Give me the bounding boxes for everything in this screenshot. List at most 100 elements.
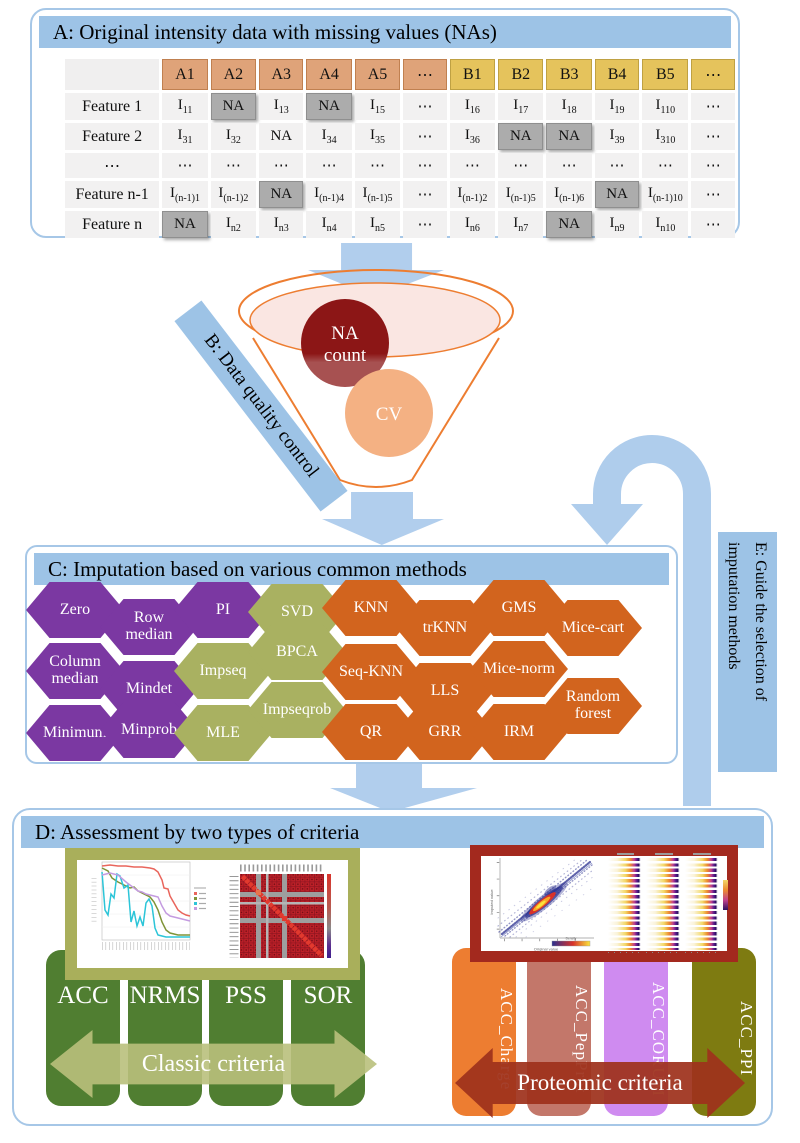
table-cell: I(n-1)2 bbox=[210, 181, 257, 208]
table-cell: I(n-1)1 bbox=[162, 181, 208, 208]
table-cell: ⋯ bbox=[642, 153, 689, 178]
table-cell: I18 bbox=[546, 93, 592, 120]
hexagon-label: PI bbox=[215, 600, 231, 618]
feedback-arrow-e bbox=[571, 435, 711, 806]
table-cell: ⋯ bbox=[354, 153, 401, 178]
table-cell: ⋯ bbox=[691, 211, 735, 238]
table-cell: I19 bbox=[594, 93, 640, 120]
table-row: Feature 2 I31 I32 NA I34 I35 ⋯ I36 NA NA I39 I310 ⋯ bbox=[65, 123, 735, 150]
table-cell: A1 bbox=[162, 59, 208, 90]
ridge-legend bbox=[722, 880, 728, 910]
hexagon-layer: Zero Column median Minimum Row median Mindet… bbox=[26, 547, 676, 762]
table-cell: ⋯ bbox=[594, 153, 640, 178]
table-cell: ⋯ bbox=[65, 153, 160, 178]
table-cell: ⋯ bbox=[691, 153, 735, 178]
panel-d-title: D: Assessment by two types of criteria bbox=[21, 816, 764, 848]
hexagon-label: IRM bbox=[503, 722, 535, 740]
hexagon-mice-cart: Mice-cart bbox=[544, 600, 642, 656]
table-cell: I310 bbox=[642, 123, 689, 150]
table-cell: Feature n-1 bbox=[65, 181, 160, 208]
heatmap-colorbar bbox=[327, 874, 331, 958]
table-cell: NA bbox=[259, 181, 304, 208]
table-cell: I39 bbox=[594, 123, 640, 150]
table-cell: I35 bbox=[354, 123, 401, 150]
hexagon-label: Mice-cart bbox=[561, 618, 625, 636]
panel-c-title: C: Imputation based on various common me… bbox=[34, 553, 669, 585]
table-cell: In2 bbox=[210, 211, 257, 238]
hexagon-label: KNN bbox=[353, 598, 389, 616]
arrow-down-c-to-d bbox=[330, 764, 477, 812]
intensity-table-wrap: A1 A2 A3 A4 A5 ⋯ B1 B2 B3 B4 B5 ⋯ Feature 1 I11 NA I13 N… bbox=[62, 56, 738, 241]
table-cell: NA bbox=[306, 93, 352, 120]
table-cell: A4 bbox=[306, 59, 352, 90]
table-cell: I16 bbox=[449, 93, 496, 120]
table-cell: I(n-1)10 bbox=[642, 181, 689, 208]
hexagon-label: Zero bbox=[59, 600, 91, 618]
hexagon-column-median: Column median bbox=[26, 643, 124, 699]
hexagon-label: BPCA bbox=[276, 642, 318, 660]
lineplot-legend bbox=[194, 887, 206, 910]
hexagon-label: Minimum bbox=[42, 723, 107, 741]
table-cell: NA bbox=[594, 181, 640, 208]
hexagon-label: Random forest bbox=[565, 688, 621, 722]
table-cell: B5 bbox=[642, 59, 689, 90]
funnel-graphic: NA count CV bbox=[238, 269, 514, 488]
table-cell: NA bbox=[210, 93, 257, 120]
scatter-thumbnail: Density Original value Imputed value bbox=[489, 858, 595, 952]
panel-a-title: A: Original intensity data with missing … bbox=[39, 16, 731, 48]
panel-c: C: Imputation based on various common me… bbox=[25, 545, 678, 764]
hexagon-mice-norm: Mice-norm bbox=[470, 641, 568, 697]
hexagon-random-forest: Random forest bbox=[544, 678, 642, 734]
table-cell: I15 bbox=[354, 93, 401, 120]
table-cell: B2 bbox=[498, 59, 544, 90]
table-cell: I13 bbox=[259, 93, 304, 120]
table-cell: I36 bbox=[449, 123, 496, 150]
hexagon-minprob: Minprob bbox=[100, 702, 198, 758]
ridge-panel-1 bbox=[608, 853, 644, 953]
series-violet bbox=[101, 872, 191, 922]
scatter-ylabel: Imputed value bbox=[489, 889, 494, 915]
table-cell: ⋯ bbox=[546, 153, 592, 178]
table-cell: ⋯ bbox=[306, 153, 352, 178]
hexagon-label: QR bbox=[359, 722, 383, 740]
table-cell: ⋯ bbox=[691, 123, 735, 150]
table-cell: I(n-1)5 bbox=[498, 181, 544, 208]
scatter-legend-title: Density bbox=[566, 937, 577, 941]
feedback-arrowhead bbox=[571, 504, 643, 545]
table-cell: B4 bbox=[594, 59, 640, 90]
table-cell: NA bbox=[498, 123, 544, 150]
hexagon-label: Minprob bbox=[121, 720, 177, 738]
scatter-xlabel: Original value bbox=[534, 947, 559, 952]
panel-e-label: E: Guide the selection of imputation met… bbox=[718, 532, 777, 772]
ridge-panel-3 bbox=[684, 853, 721, 953]
hexagon-label: Impseq bbox=[199, 661, 247, 679]
hexagon-label: GMS bbox=[501, 598, 537, 616]
table-cell: I32 bbox=[210, 123, 257, 150]
table-cell: ⋯ bbox=[210, 153, 257, 178]
table-cell: ⋯ bbox=[259, 153, 304, 178]
table-row: Feature n NA In2 In3 In4 In5 ⋯ In6 In7 NA In9 In10 ⋯ bbox=[65, 211, 735, 238]
table-cell: In9 bbox=[594, 211, 640, 238]
na-count-label-line1: NA bbox=[331, 323, 359, 344]
panel-a: A: Original intensity data with missing … bbox=[30, 8, 740, 238]
table-cell: A5 bbox=[354, 59, 401, 90]
table-cell: B3 bbox=[546, 59, 592, 90]
table-cell: Feature n bbox=[65, 211, 160, 238]
table-cell: I17 bbox=[498, 93, 544, 120]
cv-bubble bbox=[345, 369, 433, 457]
table-cell: NA bbox=[259, 123, 304, 150]
na-count-bubble bbox=[301, 299, 389, 387]
table-cell: ⋯ bbox=[403, 181, 447, 208]
table-cell: In3 bbox=[259, 211, 304, 238]
table-cell: ⋯ bbox=[498, 153, 544, 178]
table-cell: ⋯ bbox=[403, 93, 447, 120]
ridge-panel-2 bbox=[646, 853, 682, 953]
heatmap-thumbnail bbox=[229, 864, 331, 958]
table-cell: ⋯ bbox=[403, 59, 447, 90]
hexagon-qr: QR bbox=[322, 704, 420, 760]
table-cell: I(n-1)6 bbox=[546, 181, 592, 208]
lineplot-thumbnail bbox=[91, 861, 206, 950]
table-cell bbox=[65, 59, 160, 90]
table-cell: I11 bbox=[162, 93, 208, 120]
